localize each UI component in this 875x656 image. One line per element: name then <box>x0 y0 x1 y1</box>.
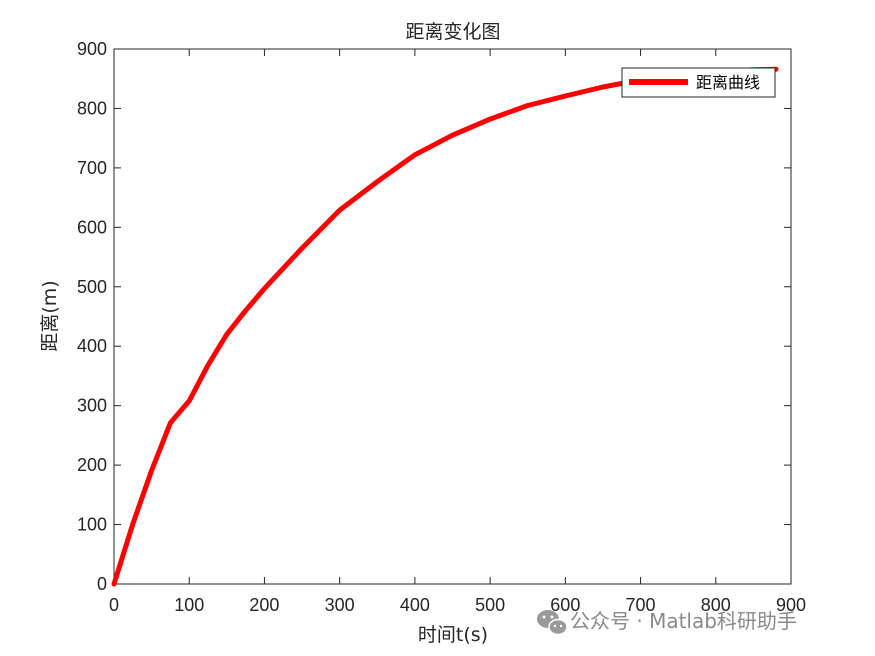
x-tick-label: 500 <box>475 595 505 615</box>
y-tick-label: 900 <box>77 39 107 59</box>
plot-area <box>113 48 792 585</box>
x-tick-label: 800 <box>701 595 731 615</box>
y-axis-ticks: 0 100 200 300 400 500 600 700 800 900 <box>77 39 791 594</box>
x-tick-label: 0 <box>109 595 119 615</box>
y-tick-label: 0 <box>97 574 107 594</box>
y-tick-label: 100 <box>77 515 107 535</box>
wechat-icon <box>537 610 568 636</box>
y-axis-label: 距离(m) <box>39 280 61 351</box>
y-tick-label: 400 <box>77 336 107 356</box>
x-tick-label: 400 <box>400 595 430 615</box>
y-tick-label: 700 <box>77 158 107 178</box>
x-tick-label: 600 <box>550 595 580 615</box>
x-tick-label: 100 <box>174 595 204 615</box>
watermark: 公众号 · Matlab科研助手 <box>537 609 797 636</box>
x-tick-label: 200 <box>249 595 279 615</box>
x-axis-ticks: 0 100 200 300 400 500 600 700 800 900 <box>109 49 806 615</box>
y-tick-label: 500 <box>77 277 107 297</box>
y-tick-label: 600 <box>77 217 107 237</box>
legend: 距离曲线 <box>621 67 776 98</box>
chart-title: 距离变化图 <box>405 21 500 43</box>
x-tick-label: 700 <box>626 595 656 615</box>
legend-label: 距离曲线 <box>696 73 760 92</box>
x-tick-label: 900 <box>776 595 806 615</box>
y-tick-label: 300 <box>77 396 107 416</box>
y-tick-label: 800 <box>77 98 107 118</box>
x-tick-label: 300 <box>325 595 355 615</box>
x-axis-label: 时间t(s) <box>418 624 488 646</box>
y-tick-label: 200 <box>77 455 107 475</box>
watermark-text: 公众号 · Matlab科研助手 <box>570 609 797 633</box>
